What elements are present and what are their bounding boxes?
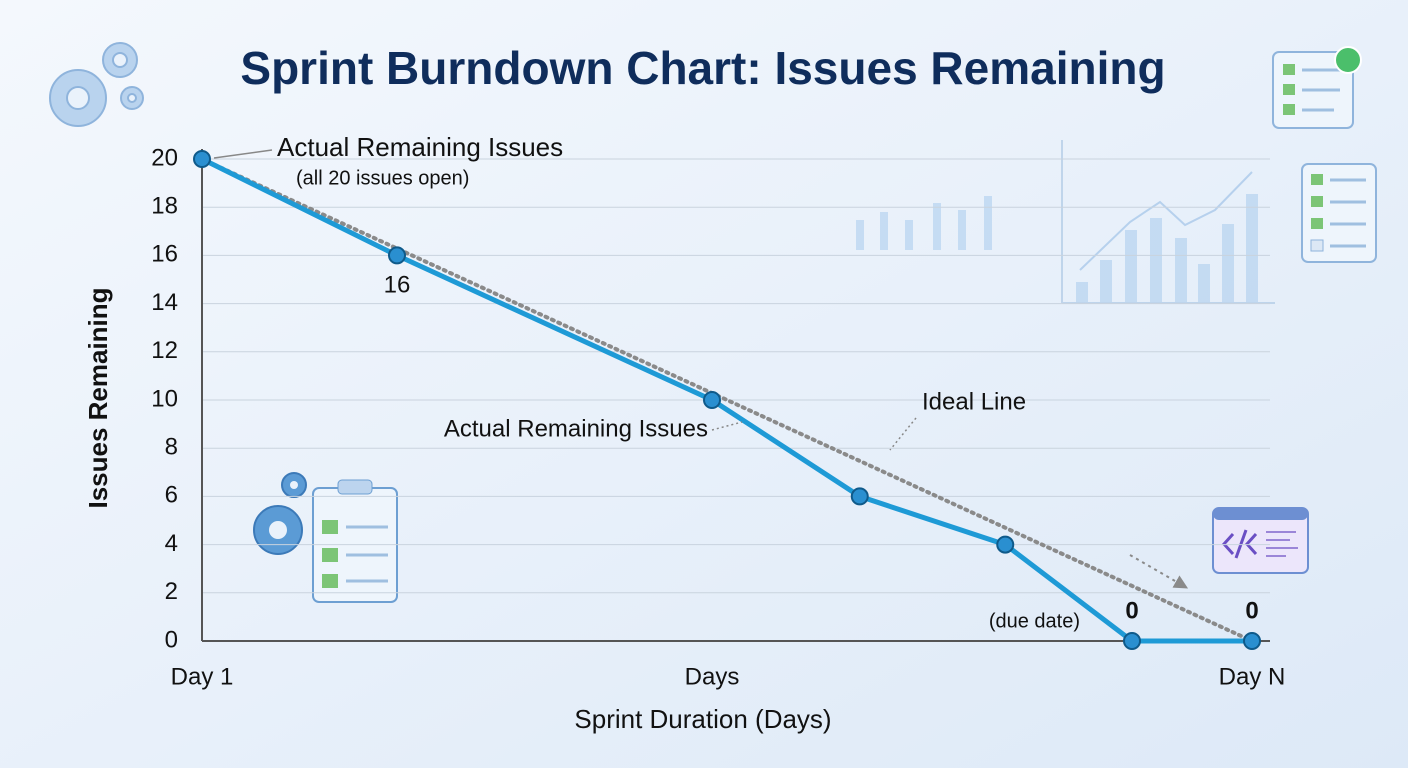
y-tick-label: 2 [165,578,178,605]
x-tick-label: Day N [1219,663,1286,690]
checklist-icon [1272,46,1377,263]
annotation: (due date) [989,610,1080,632]
data-point [193,150,211,168]
series-label: Actual Remaining Issues [444,415,708,442]
chart-title: Sprint Burndown Chart: Issues Remaining [240,42,1165,94]
y-tick-label: 14 [151,289,178,316]
x-tick-label: Days [685,663,740,690]
data-point [850,487,869,506]
data-point [703,391,721,409]
y-tick-label: 4 [165,530,178,557]
ideal-arrow [1129,554,1189,589]
x-tick-label: Day 1 [171,663,234,690]
annotation: (all 20 issues open) [296,167,469,189]
data-label: 0 [1245,597,1258,624]
data-label: 16 [384,271,411,298]
y-tick-label: 18 [151,193,178,220]
data-point [1243,632,1261,650]
data-label: 0 [1125,597,1138,624]
y-tick-label: 20 [151,144,178,171]
annotation: Actual Remaining Issues [277,132,563,162]
code-icon [1212,507,1309,574]
series-label: Ideal Line [922,388,1026,415]
data-point [996,535,1015,554]
leader-line [889,417,917,451]
y-tick-label: 16 [151,241,178,268]
data-point [1123,632,1141,650]
y-tick-label: 6 [165,482,178,509]
leader-line [213,149,273,159]
y-tick-label: 8 [165,434,178,461]
y-tick-label: 12 [151,337,178,364]
series-line [200,157,1254,643]
plot-area: 0 2 4 6 8 10 12 14 16 18 20 Day 1 Days Day N 16 0 0 Actua… [151,132,1285,690]
gear-icons [49,42,144,127]
y-tick-label: 10 [151,385,178,412]
y-tick-label: 0 [165,626,178,653]
leader-line [711,421,743,431]
background-charts [856,140,1275,304]
x-axis-label: Sprint Duration (Days) [574,704,831,734]
data-point [388,246,406,265]
y-axis-label: Issues Remaining [83,287,113,508]
